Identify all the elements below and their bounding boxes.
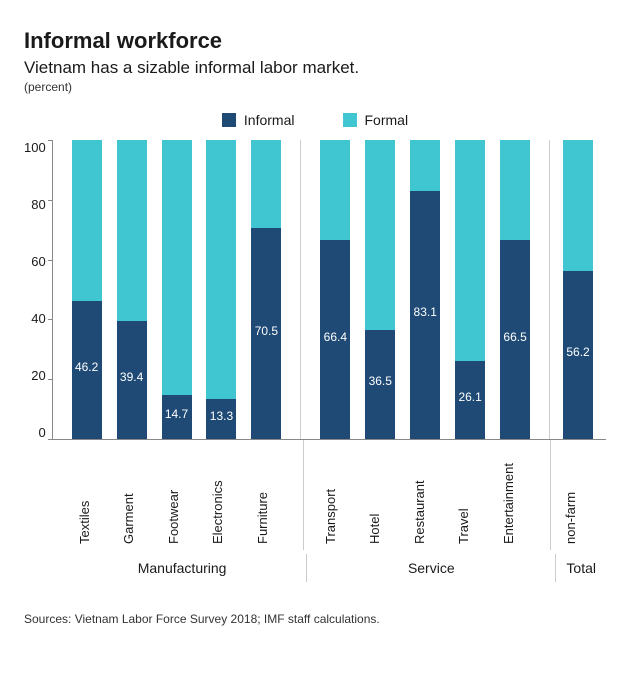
bar-segment-informal: 56.2 xyxy=(563,271,593,439)
bar-segment-formal xyxy=(206,140,236,399)
bar-group: 56.2 xyxy=(550,140,606,439)
bar-segment-informal: 66.5 xyxy=(500,240,530,439)
bar-segment-informal: 36.5 xyxy=(365,330,395,439)
bar-segment-formal xyxy=(320,140,350,240)
x-tick-label: Garment xyxy=(121,440,151,550)
bar-value-label: 39.4 xyxy=(120,370,143,390)
group-axis: ManufacturingServiceTotal xyxy=(58,554,606,582)
bar-value-label: 66.5 xyxy=(503,330,526,350)
legend-label: Informal xyxy=(244,112,295,128)
bar-segment-formal xyxy=(563,140,593,271)
bar-segment-formal xyxy=(455,140,485,361)
bar-segment-formal xyxy=(365,140,395,330)
x-tick-label: Transport xyxy=(323,440,353,550)
bar-group: 46.2 39.4 14.7 13.3 70.5 xyxy=(53,140,302,439)
group-label: Manufacturing xyxy=(58,554,307,582)
bar-segment-informal: 83.1 xyxy=(410,191,440,439)
y-tick-label: 20 xyxy=(31,368,45,383)
bar-segment-formal xyxy=(500,140,530,240)
bar-value-label: 83.1 xyxy=(414,305,437,325)
y-axis: 100 80 60 40 20 0 xyxy=(24,140,52,440)
group-label: Total xyxy=(556,554,606,582)
bar-segment-informal: 66.4 xyxy=(320,240,350,439)
bar-segment-formal xyxy=(410,140,440,191)
bar-segment-informal: 39.4 xyxy=(117,321,147,439)
x-tick-label: Travel xyxy=(456,440,486,550)
chart: 100 80 60 40 20 0 46.2 39.4 14.7 13.3 70.5 66.4 36.… xyxy=(24,140,606,440)
bar-segment-informal: 13.3 xyxy=(206,399,236,439)
legend-item-informal: Informal xyxy=(222,112,295,128)
x-label-group: Textiles Garment Footwear Electronics Furnit… xyxy=(58,440,304,550)
chart-title: Informal workforce xyxy=(24,28,606,54)
bar-segment-formal xyxy=(117,140,147,321)
x-tick-label: Footwear xyxy=(166,440,196,550)
x-tick-label: Furniture xyxy=(255,440,285,550)
group-label: Service xyxy=(307,554,556,582)
bar: 14.7 xyxy=(162,140,192,439)
bar: 83.1 xyxy=(410,140,440,439)
y-tick-label: 60 xyxy=(31,254,45,269)
bar-group: 66.4 36.5 83.1 26.1 66.5 xyxy=(301,140,550,439)
bar: 66.5 xyxy=(500,140,530,439)
y-tick-label: 0 xyxy=(38,425,45,440)
plot-area: 46.2 39.4 14.7 13.3 70.5 66.4 36.5 83.1 26.1 66.5… xyxy=(52,140,606,440)
chart-subtitle: Vietnam has a sizable informal labor mar… xyxy=(24,58,606,78)
x-tick-label: Hotel xyxy=(367,440,397,550)
bar-value-label: 66.4 xyxy=(324,330,347,350)
bar-value-label: 36.5 xyxy=(369,374,392,394)
x-tick-label: Restaurant xyxy=(412,440,442,550)
x-tick-label: Electronics xyxy=(210,440,240,550)
x-label-group: Transport Hotel Restaurant Travel Entertainm… xyxy=(304,440,550,550)
legend-swatch-informal xyxy=(222,113,236,127)
bar-segment-informal: 46.2 xyxy=(72,301,102,439)
bar: 36.5 xyxy=(365,140,395,439)
bar-segment-informal: 70.5 xyxy=(251,228,281,439)
y-tick-label: 80 xyxy=(31,197,45,212)
bar-segment-informal: 26.1 xyxy=(455,361,485,439)
bar-value-label: 26.1 xyxy=(458,390,481,410)
x-axis: Textiles Garment Footwear Electronics Furnit… xyxy=(24,440,606,550)
bar-value-label: 70.5 xyxy=(255,324,278,344)
bar: 39.4 xyxy=(117,140,147,439)
bar-value-label: 14.7 xyxy=(165,407,188,427)
bar: 56.2 xyxy=(563,140,593,439)
x-tick-label: Entertainment xyxy=(501,440,531,550)
x-tick-label: Textiles xyxy=(77,440,107,550)
bar: 13.3 xyxy=(206,140,236,439)
x-label-group: non-farm xyxy=(551,440,606,550)
bar-segment-informal: 14.7 xyxy=(162,395,192,439)
y-tick-label: 100 xyxy=(24,140,46,155)
bar: 46.2 xyxy=(72,140,102,439)
legend: Informal Formal xyxy=(24,112,606,128)
y-tick-label: 40 xyxy=(31,311,45,326)
legend-item-formal: Formal xyxy=(343,112,409,128)
bar-value-label: 46.2 xyxy=(75,360,98,380)
bar-segment-formal xyxy=(251,140,281,228)
bar-segment-formal xyxy=(162,140,192,395)
x-tick-label: non-farm xyxy=(563,440,593,550)
chart-unit: (percent) xyxy=(24,80,606,94)
bar-value-label: 56.2 xyxy=(566,345,589,365)
bar-segment-formal xyxy=(72,140,102,301)
bar: 70.5 xyxy=(251,140,281,439)
bar: 66.4 xyxy=(320,140,350,439)
sources-note: Sources: Vietnam Labor Force Survey 2018… xyxy=(24,612,606,626)
legend-swatch-formal xyxy=(343,113,357,127)
legend-label: Formal xyxy=(365,112,409,128)
bar-value-label: 13.3 xyxy=(210,409,233,429)
bar: 26.1 xyxy=(455,140,485,439)
